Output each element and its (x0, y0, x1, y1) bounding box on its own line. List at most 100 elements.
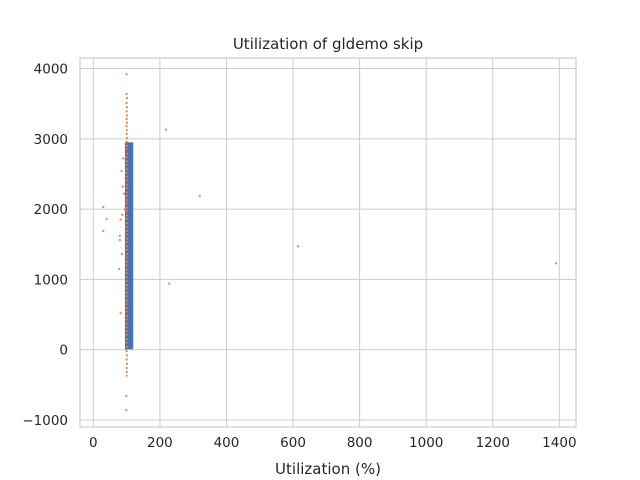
bars-layer (124, 142, 134, 350)
data-point (125, 358, 128, 361)
data-point (125, 287, 128, 290)
data-point (125, 160, 129, 163)
y-tick-label: 0 (59, 343, 68, 359)
data-point (125, 322, 129, 325)
data-point (125, 96, 129, 100)
data-point (125, 241, 128, 244)
data-point (118, 267, 121, 270)
data-point (125, 314, 129, 318)
data-point (125, 202, 128, 205)
data-point (125, 271, 128, 275)
data-point (125, 338, 129, 341)
data-point (125, 129, 129, 132)
utilization-bar (124, 142, 134, 350)
x-tick-label: 1200 (476, 435, 510, 451)
data-point (125, 106, 129, 109)
data-point (125, 222, 129, 225)
data-point (125, 179, 128, 182)
data-point (125, 217, 128, 221)
data-point (125, 175, 129, 178)
data-point (125, 245, 129, 248)
data-point (125, 110, 128, 113)
x-tick-label: 400 (214, 435, 240, 451)
data-point (125, 92, 128, 95)
data-point (123, 208, 127, 211)
data-point (168, 282, 171, 285)
x-tick-labels: 0 200 400 600 800 1000 1200 1400 (89, 435, 577, 451)
data-point (125, 279, 128, 282)
plot-frame (79, 57, 577, 428)
data-point (125, 256, 128, 259)
y-tick-label: 4000 (34, 62, 68, 78)
data-point (125, 345, 129, 348)
data-point (125, 237, 129, 240)
data-point (121, 213, 124, 216)
data-point (125, 114, 129, 117)
data-point (125, 118, 128, 121)
data-point (125, 260, 129, 263)
data-point (296, 245, 300, 248)
data-point (125, 307, 129, 310)
data-point (121, 185, 124, 188)
data-point (125, 374, 128, 377)
data-point (125, 125, 128, 128)
x-tick-label: 200 (147, 435, 173, 451)
data-point (102, 229, 105, 233)
data-point (125, 252, 129, 256)
y-tick-label: 3000 (34, 132, 68, 148)
data-point (125, 291, 129, 294)
data-point (125, 73, 128, 76)
data-point (125, 183, 129, 186)
data-point (125, 229, 129, 233)
data-point (125, 366, 128, 370)
y-tick-labels: −1000 0 1000 2000 3000 4000 (22, 62, 68, 429)
data-point (125, 194, 128, 197)
data-point (125, 156, 128, 159)
x-tick-label: 0 (89, 435, 98, 451)
y-tick-label: −1000 (22, 413, 68, 429)
data-point (125, 140, 128, 143)
x-tick-label: 800 (347, 435, 373, 451)
y-tick-label: 2000 (34, 202, 68, 218)
data-point (118, 234, 122, 237)
gridlines (80, 58, 576, 427)
data-point (125, 362, 129, 365)
data-point (125, 206, 129, 209)
data-point (125, 132, 128, 136)
data-point (125, 276, 129, 279)
data-point (125, 409, 128, 412)
data-point (118, 238, 122, 242)
data-point (125, 318, 128, 321)
data-point (125, 171, 128, 174)
points-layer (102, 73, 558, 412)
data-point (125, 233, 128, 236)
data-point (125, 225, 128, 228)
x-tick-label: 1400 (542, 435, 576, 451)
data-point (120, 252, 124, 256)
data-point (198, 194, 201, 197)
data-point (554, 262, 558, 265)
data-point (125, 186, 128, 190)
data-point (125, 101, 128, 105)
data-point (125, 137, 129, 140)
data-point (125, 191, 129, 194)
data-point (125, 299, 129, 302)
data-point (105, 217, 108, 221)
data-point (125, 371, 129, 374)
data-point (125, 394, 128, 398)
data-point (122, 157, 125, 160)
y-tick-label: 1000 (34, 272, 68, 288)
data-point (119, 312, 122, 315)
data-point (125, 152, 129, 155)
data-point (125, 333, 128, 337)
data-point (122, 192, 126, 195)
data-point (125, 198, 129, 202)
data-point (102, 205, 105, 209)
data-point (125, 121, 129, 124)
x-tick-label: 600 (280, 435, 306, 451)
data-point (125, 268, 129, 271)
data-point (125, 144, 129, 147)
x-tick-label: 1000 (409, 435, 443, 451)
data-point (125, 295, 128, 298)
